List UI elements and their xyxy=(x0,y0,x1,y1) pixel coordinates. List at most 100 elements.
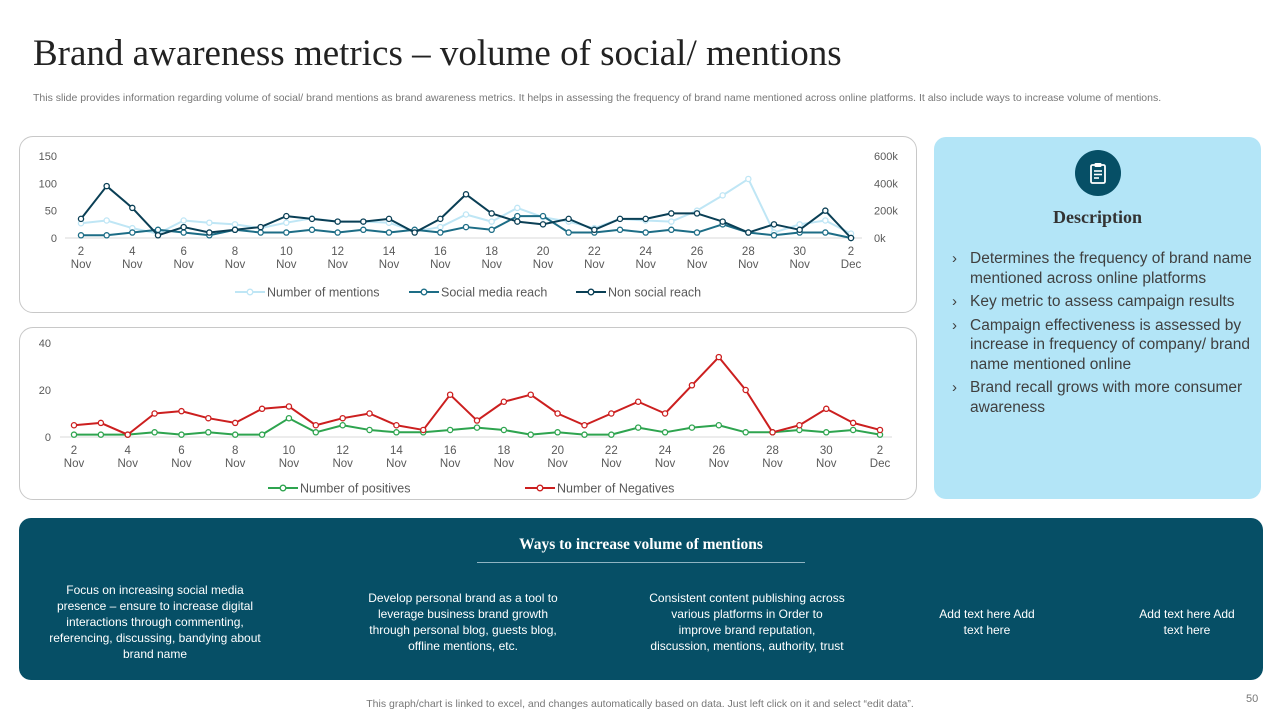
x-tick-day: 2 xyxy=(71,445,77,457)
data-point xyxy=(823,429,830,436)
data-point xyxy=(393,429,400,436)
x-tick-month: Nov xyxy=(430,259,451,271)
legend-label: Non social reach xyxy=(608,286,701,300)
x-tick-day: 22 xyxy=(588,246,601,258)
data-point xyxy=(339,422,346,429)
data-point xyxy=(103,217,110,224)
data-point xyxy=(334,218,341,225)
chevron-right-icon: › xyxy=(952,316,957,334)
x-tick-day: 30 xyxy=(793,246,806,258)
data-point xyxy=(693,229,701,236)
data-point xyxy=(151,410,158,417)
data-point xyxy=(366,426,373,434)
x-tick-day: 14 xyxy=(383,246,396,258)
data-point xyxy=(488,210,495,217)
sentiment-chart-panel[interactable]: 0 20 40 2 Nov 4 Nov 6 Nov 8 Nov 10 Nov 12 Nov 14 Nov 16 No… xyxy=(19,327,917,500)
ways-title: Ways to increase volume of mentions xyxy=(519,536,763,553)
data-point xyxy=(77,215,85,223)
data-point xyxy=(366,410,373,417)
data-point xyxy=(77,232,85,239)
y-tick-label: 0 xyxy=(51,233,57,245)
data-point xyxy=(565,229,572,236)
x-tick-month: Nov xyxy=(440,458,461,470)
data-point xyxy=(151,429,158,436)
x-tick-month: Nov xyxy=(64,458,85,470)
data-point xyxy=(462,211,470,218)
x-tick-day: 2 xyxy=(877,445,883,457)
x-tick-day: 30 xyxy=(820,445,833,457)
data-point xyxy=(823,405,830,413)
legend-label: Number of positives xyxy=(300,482,410,496)
data-point xyxy=(420,426,427,434)
description-panel: Description › Determines the frequency of… xyxy=(934,137,1261,499)
x-tick-month: Nov xyxy=(816,458,837,470)
y-tick-label: 40 xyxy=(39,338,51,350)
data-point xyxy=(231,419,239,427)
description-text: Brand recall grows with more consumer aw… xyxy=(970,379,1243,416)
data-point xyxy=(180,217,187,224)
x-tick-day: 6 xyxy=(178,445,184,457)
reach-chart-panel[interactable]: 0 50 100 150 0k 200k 400k 600k 2 Nov 4 Nov 6 Nov 8 Nov 1… xyxy=(19,136,917,313)
x-tick-month: Nov xyxy=(789,259,810,271)
x-tick-month: Nov xyxy=(687,259,708,271)
x-tick-month: Nov xyxy=(494,458,515,470)
data-point xyxy=(206,219,213,226)
data-point xyxy=(554,429,561,436)
x-tick-day: 18 xyxy=(485,246,498,258)
description-text: Campaign effectiveness is assessed by in… xyxy=(970,316,1251,373)
reach-mentions-chart[interactable]: 0501001500k200k400k600k2Nov4Nov6Nov8Nov1… xyxy=(20,137,917,313)
y2-tick-label: 600k xyxy=(874,151,898,163)
x-tick-day: 28 xyxy=(766,445,779,457)
data-point xyxy=(124,431,131,438)
data-point xyxy=(205,429,212,436)
data-point xyxy=(339,414,346,422)
data-point xyxy=(668,226,675,234)
x-tick-month: Nov xyxy=(327,259,348,271)
x-tick-month: Nov xyxy=(709,458,730,470)
data-point xyxy=(822,217,829,224)
data-point xyxy=(539,212,547,220)
x-tick-day: 26 xyxy=(691,246,704,258)
data-point xyxy=(285,414,293,422)
data-point xyxy=(360,218,367,225)
way-item-3: Consistent content publishing across var… xyxy=(649,591,845,653)
list-item: › Determines the frequency of brand name … xyxy=(952,249,1252,288)
x-tick-month: Nov xyxy=(601,458,622,470)
ways-divider xyxy=(477,562,805,563)
data-point xyxy=(385,215,393,223)
clipboard-icon xyxy=(1075,150,1121,196)
data-point xyxy=(258,431,266,438)
data-point xyxy=(258,405,266,413)
legend-swatch-marker xyxy=(420,288,428,296)
x-tick-month: Nov xyxy=(584,259,605,271)
way-item-5: Add text here Add text here xyxy=(1139,607,1235,637)
sentiment-chart[interactable]: 020402Nov4Nov6Nov8Nov10Nov12Nov14Nov16No… xyxy=(20,328,917,500)
x-tick-month: Nov xyxy=(762,458,783,470)
x-tick-month: Dec xyxy=(870,458,891,470)
data-point xyxy=(796,226,803,234)
data-point xyxy=(154,232,162,239)
data-point xyxy=(205,414,212,422)
data-point xyxy=(231,221,239,228)
x-tick-day: 18 xyxy=(497,445,510,457)
x-tick-day: 8 xyxy=(232,246,238,258)
list-item: › Campaign effectiveness is assessed by i… xyxy=(952,316,1252,375)
data-point xyxy=(514,204,521,212)
data-point xyxy=(769,429,776,436)
data-point xyxy=(581,422,588,429)
data-point xyxy=(554,410,561,417)
x-tick-month: Nov xyxy=(171,458,192,470)
data-point xyxy=(616,215,624,223)
x-tick-day: 28 xyxy=(742,246,755,258)
data-point xyxy=(742,429,749,436)
data-point xyxy=(514,218,521,225)
data-point xyxy=(719,192,726,199)
data-point xyxy=(312,429,320,436)
way-item-4: Add text here Add text here xyxy=(939,607,1035,637)
page-title: Brand awareness metrics – volume of soci… xyxy=(33,33,842,74)
data-point xyxy=(745,175,752,183)
data-point xyxy=(668,210,675,217)
x-tick-day: 2 xyxy=(848,246,854,258)
data-point xyxy=(500,426,508,434)
data-point xyxy=(642,215,649,223)
